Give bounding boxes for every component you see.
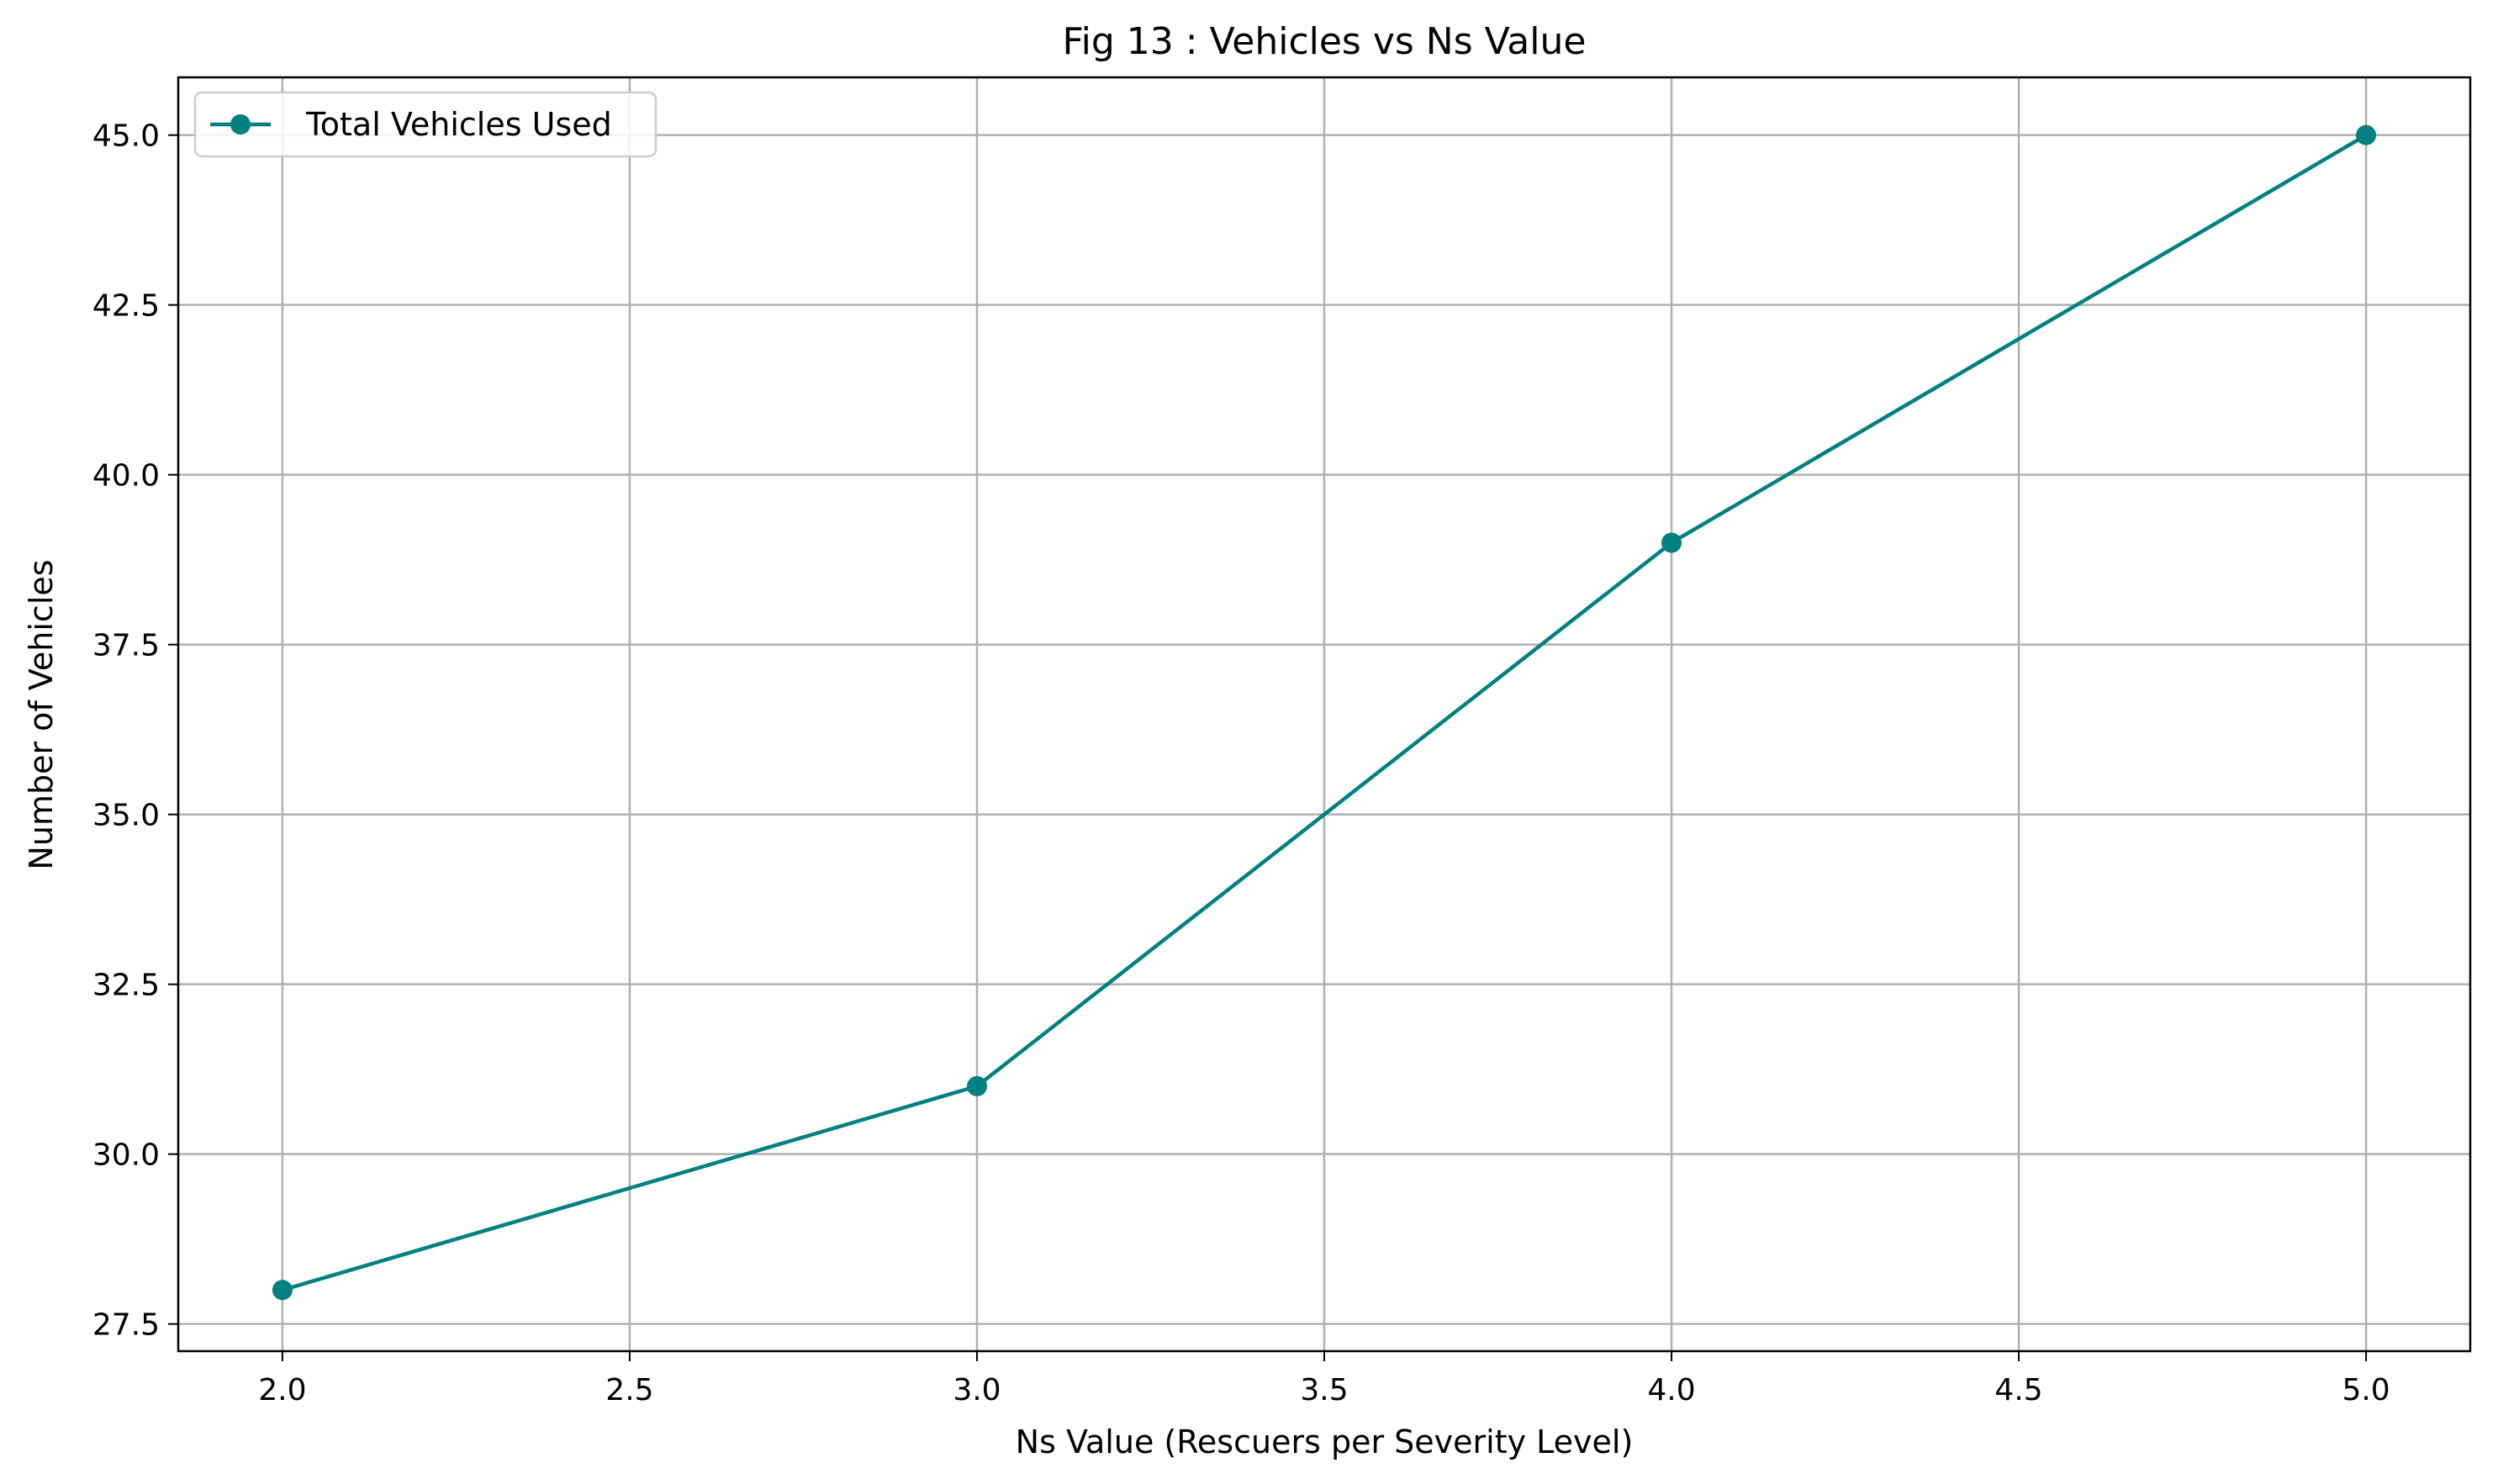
y-axis-ticks: 27.5 30.0 32.5 35.0 37.5 40.0 42.5 45.0 <box>92 119 178 1343</box>
x-axis-label: Ns Value (Rescuers per Severity Level) <box>1016 1423 1634 1460</box>
data-point <box>2356 124 2377 145</box>
x-tick-label: 5.0 <box>2342 1373 2390 1407</box>
y-tick-label: 32.5 <box>92 969 160 1003</box>
x-tick-label: 4.0 <box>1647 1373 1695 1407</box>
x-tick-label: 2.0 <box>258 1373 306 1407</box>
y-tick-label: 40.0 <box>92 459 160 494</box>
series-line <box>282 133 2368 1292</box>
legend-label: Total Vehicles Used <box>305 106 612 143</box>
legend-box <box>193 91 658 158</box>
x-tick-label: 3.5 <box>1300 1373 1348 1407</box>
x-tick-label: 4.5 <box>1994 1373 2042 1407</box>
data-point <box>272 1280 293 1301</box>
y-tick-label: 30.0 <box>92 1138 160 1173</box>
data-point <box>966 1075 987 1096</box>
data-point <box>1661 532 1682 553</box>
x-tick-label: 2.5 <box>605 1373 653 1407</box>
y-axis-label: Number of Vehicles <box>23 559 60 869</box>
legend-marker-swatch <box>230 114 251 135</box>
series-layer <box>272 124 2377 1301</box>
x-axis-ticks: 2.0 2.5 3.0 3.5 4.0 4.5 5.0 <box>258 1351 2390 1407</box>
y-tick-label: 45.0 <box>92 119 160 154</box>
x-tick-label: 3.0 <box>953 1373 1001 1407</box>
chart-title: Fig 13 : Vehicles vs Ns Value <box>1063 20 1587 63</box>
y-tick-label: 35.0 <box>92 799 160 833</box>
y-tick-label: 37.5 <box>92 629 160 663</box>
y-tick-label: 42.5 <box>92 289 160 324</box>
y-tick-label: 27.5 <box>92 1308 160 1343</box>
legend: Total Vehicles Used <box>193 91 658 158</box>
